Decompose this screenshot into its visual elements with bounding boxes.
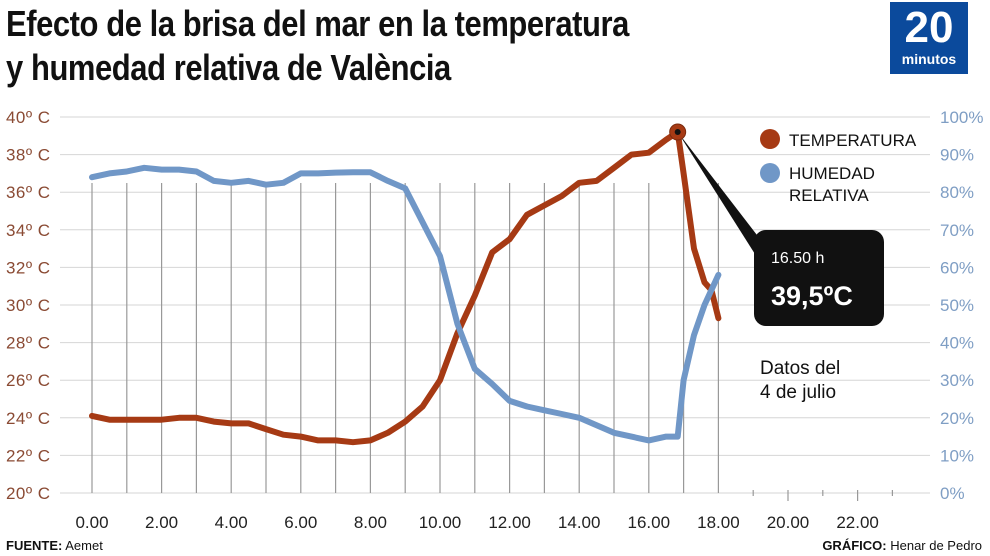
data-date-note: 4 de julio bbox=[760, 382, 836, 403]
y-left-tick-label: 40º C bbox=[6, 108, 50, 127]
y-left-tick-label: 32º C bbox=[6, 258, 50, 277]
logo-number: 20 bbox=[904, 3, 954, 52]
y-left-tick-label: 20º C bbox=[6, 484, 50, 503]
y-left-tick-label: 22º C bbox=[6, 446, 50, 465]
x-tick-label: 22.00 bbox=[836, 513, 879, 532]
x-tick-label: 0.00 bbox=[75, 513, 108, 532]
x-tick-label: 6.00 bbox=[284, 513, 317, 532]
callout-box bbox=[754, 230, 884, 326]
x-tick-label: 2.00 bbox=[145, 513, 178, 532]
y-left-tick-label: 26º C bbox=[6, 371, 50, 390]
y-left-tick-label: 34º C bbox=[6, 221, 50, 240]
callout-time: 16.50 h bbox=[771, 250, 824, 267]
brand-logo: 20 minutos bbox=[890, 2, 968, 74]
callout-value: 39,5ºC bbox=[771, 281, 853, 311]
x-tick-label: 20.00 bbox=[767, 513, 810, 532]
y-right-tick-label: 80% bbox=[940, 183, 974, 202]
legend-marker-temperature bbox=[760, 129, 780, 149]
temperature-line bbox=[89, 129, 722, 446]
y-right-tick-label: 70% bbox=[940, 221, 974, 240]
credit-label: GRÁFICO: bbox=[822, 538, 887, 553]
y-right-tick-label: 10% bbox=[940, 446, 974, 465]
y-right-tick-label: 30% bbox=[940, 371, 974, 390]
x-tick-label: 10.00 bbox=[419, 513, 462, 532]
x-tick-label: 18.00 bbox=[697, 513, 740, 532]
source-label: FUENTE: bbox=[6, 538, 63, 553]
legend-label-humidity: HUMEDAD bbox=[789, 164, 875, 183]
x-tick-label: 14.00 bbox=[558, 513, 601, 532]
y-right-tick-label: 50% bbox=[940, 296, 974, 315]
credit-value: Henar de Pedro bbox=[890, 538, 982, 553]
y-right-tick-label: 100% bbox=[940, 108, 983, 127]
callout-pointer bbox=[677, 132, 770, 262]
x-tick-label: 4.00 bbox=[215, 513, 248, 532]
y-left-tick-label: 30º C bbox=[6, 296, 50, 315]
y-right-tick-label: 0% bbox=[940, 484, 965, 503]
source-note: FUENTE: Aemet bbox=[6, 538, 103, 553]
y-left-tick-label: 28º C bbox=[6, 334, 50, 353]
peak-marker-dot bbox=[674, 129, 681, 136]
x-tick-label: 8.00 bbox=[354, 513, 387, 532]
title-line-1: Efecto de la brisa del mar en la tempera… bbox=[6, 3, 629, 44]
x-tick-label: 16.00 bbox=[628, 513, 671, 532]
legend-label-humidity: RELATIVA bbox=[789, 186, 869, 205]
legend-label-temperature: TEMPERATURA bbox=[789, 131, 917, 150]
x-tick-label: 12.00 bbox=[488, 513, 531, 532]
y-right-tick-label: 20% bbox=[940, 409, 974, 428]
legend-marker-humidity bbox=[760, 163, 780, 183]
credit-note: GRÁFICO: Henar de Pedro bbox=[822, 538, 982, 553]
y-right-tick-label: 40% bbox=[940, 334, 974, 353]
y-right-tick-label: 90% bbox=[940, 146, 974, 165]
title-line-2: y humedad relativa de València bbox=[6, 47, 451, 88]
data-date-note: Datos del bbox=[760, 358, 840, 379]
y-left-tick-label: 36º C bbox=[6, 183, 50, 202]
logo-word: minutos bbox=[901, 51, 957, 67]
y-left-tick-label: 24º C bbox=[6, 409, 50, 428]
chart-title: Efecto de la brisa del mar en la tempera… bbox=[6, 2, 629, 90]
y-right-tick-label: 60% bbox=[940, 258, 974, 277]
humidity-line bbox=[89, 164, 722, 444]
source-value: Aemet bbox=[65, 538, 103, 553]
y-left-tick-label: 38º C bbox=[6, 146, 50, 165]
